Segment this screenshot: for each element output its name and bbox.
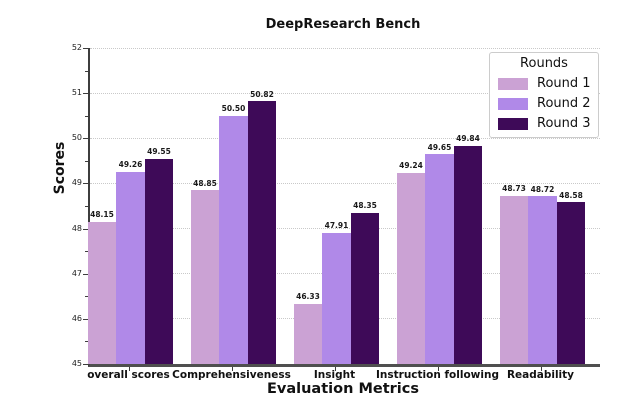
- y-tick-label: 48: [71, 223, 82, 233]
- x-axis-label: Evaluation Metrics: [267, 381, 419, 397]
- y-minor-tick-mark: [85, 251, 88, 253]
- legend-swatch-round-3: [498, 117, 528, 130]
- y-tick-label: 49: [71, 178, 82, 188]
- y-tick-mark: [83, 183, 88, 185]
- bar-round-1-insight: [293, 303, 323, 364]
- y-minor-tick-mark: [85, 341, 88, 343]
- y-tick-mark: [83, 138, 88, 140]
- bar-round-1-instruction-following: [396, 172, 426, 364]
- x-tick-label-insight: Insight: [313, 369, 356, 381]
- y-tick-mark: [83, 48, 88, 49]
- x-tick-mark: [128, 367, 130, 371]
- bar-value-round-3-instruction-following: 49.84: [456, 134, 480, 143]
- y-tick-mark: [83, 318, 88, 320]
- bar-round-2-comprehensiveness: [219, 115, 248, 364]
- bar-round-2-instruction-following: [425, 154, 454, 364]
- bar-value-round-2-instruction-following: 49.65: [427, 142, 452, 152]
- bar-round-2-overall-scores: [116, 171, 145, 364]
- legend-item-round-1: Round 1: [498, 76, 591, 91]
- y-minor-tick-mark: [85, 160, 88, 162]
- bar-value-round-3-insight: 48.35: [353, 201, 377, 211]
- y-tick-mark: [83, 228, 88, 230]
- bar-value-round-2-comprehensiveness: 50.50: [221, 104, 246, 114]
- legend-swatch-round-1: [498, 77, 528, 90]
- bar-value-round-3-overall-scores: 49.55: [147, 147, 171, 157]
- legend-item-round-3: Round 3: [498, 116, 591, 131]
- bar-round-1-comprehensiveness: [190, 190, 220, 364]
- y-minor-tick-mark: [85, 70, 88, 72]
- legend: Rounds Round 1 Round 2 Round 3: [489, 52, 599, 138]
- bar-value-round-1-readability: 48.73: [502, 184, 526, 194]
- bar-value-round-3-readability: 48.58: [559, 190, 583, 200]
- y-minor-tick-mark: [85, 296, 88, 298]
- gridline: [90, 92, 600, 94]
- x-tick-mark: [437, 367, 439, 371]
- y-minor-tick-mark: [85, 115, 88, 117]
- chart-title: DeepResearch Bench: [265, 17, 421, 32]
- y-tick-mark: [83, 364, 88, 365]
- bar-round-2-readability: [528, 196, 557, 364]
- x-tick-mark: [540, 367, 542, 371]
- legend-item-round-2: Round 2: [498, 96, 591, 111]
- y-minor-tick-mark: [85, 206, 88, 207]
- bar-value-round-2-readability: 48.72: [530, 184, 555, 194]
- bar-round-3-overall-scores: [144, 158, 174, 364]
- y-tick-mark: [83, 273, 88, 275]
- y-tick-mark: [83, 93, 88, 95]
- bar-value-round-1-instruction-following: 49.24: [399, 161, 423, 171]
- bar-round-3-instruction-following: [453, 145, 483, 364]
- bar-value-round-3-comprehensiveness: 50.82: [250, 89, 274, 99]
- legend-label-round-2: Round 2: [537, 96, 591, 111]
- legend-label-round-3: Round 3: [537, 116, 591, 131]
- gridline: [90, 228, 600, 230]
- legend-title: Rounds: [520, 56, 568, 71]
- gridline: [90, 137, 600, 139]
- x-tick-label-overall-scores: overall scores: [87, 369, 170, 381]
- bar-round-1-overall-scores: [87, 221, 117, 364]
- bar-round-3-insight: [350, 212, 380, 364]
- y-tick-label: 50: [71, 133, 82, 143]
- bar-round-1-readability: [499, 195, 529, 364]
- y-tick-label: 51: [71, 88, 82, 98]
- y-tick-label: 46: [71, 313, 82, 323]
- x-tick-label-instruction-following: Instruction following: [376, 369, 499, 381]
- legend-items: Round 1 Round 2 Round 3: [498, 76, 591, 131]
- legend-swatch-round-2: [498, 97, 528, 110]
- bar-round-3-readability: [556, 202, 586, 364]
- bar-value-round-1-overall-scores: 48.15: [90, 210, 114, 220]
- bar-round-2-insight: [322, 232, 351, 364]
- gridline: [90, 47, 600, 49]
- bar-value-round-2-overall-scores: 49.26: [118, 160, 143, 170]
- x-tick-label-readability: Readability: [506, 369, 575, 381]
- y-tick-label: 45: [71, 359, 82, 368]
- x-tick-mark: [334, 367, 336, 371]
- bar-value-round-1-comprehensiveness: 48.85: [193, 178, 217, 188]
- y-tick-label: 47: [71, 268, 82, 278]
- x-tick-mark: [231, 367, 233, 371]
- x-tick-label-comprehensiveness: Comprehensiveness: [172, 369, 291, 381]
- bar-value-round-1-insight: 46.33: [296, 292, 320, 302]
- gridline: [90, 182, 600, 184]
- legend-label-round-1: Round 1: [537, 76, 591, 91]
- bar-round-3-comprehensiveness: [247, 101, 277, 364]
- plot-area: 48.15 49.26 49.55 48.85 50.50 50.82 46.33 47.91…: [87, 47, 600, 367]
- y-tick-label: 52: [71, 43, 82, 52]
- bar-value-round-2-insight: 47.91: [324, 221, 349, 231]
